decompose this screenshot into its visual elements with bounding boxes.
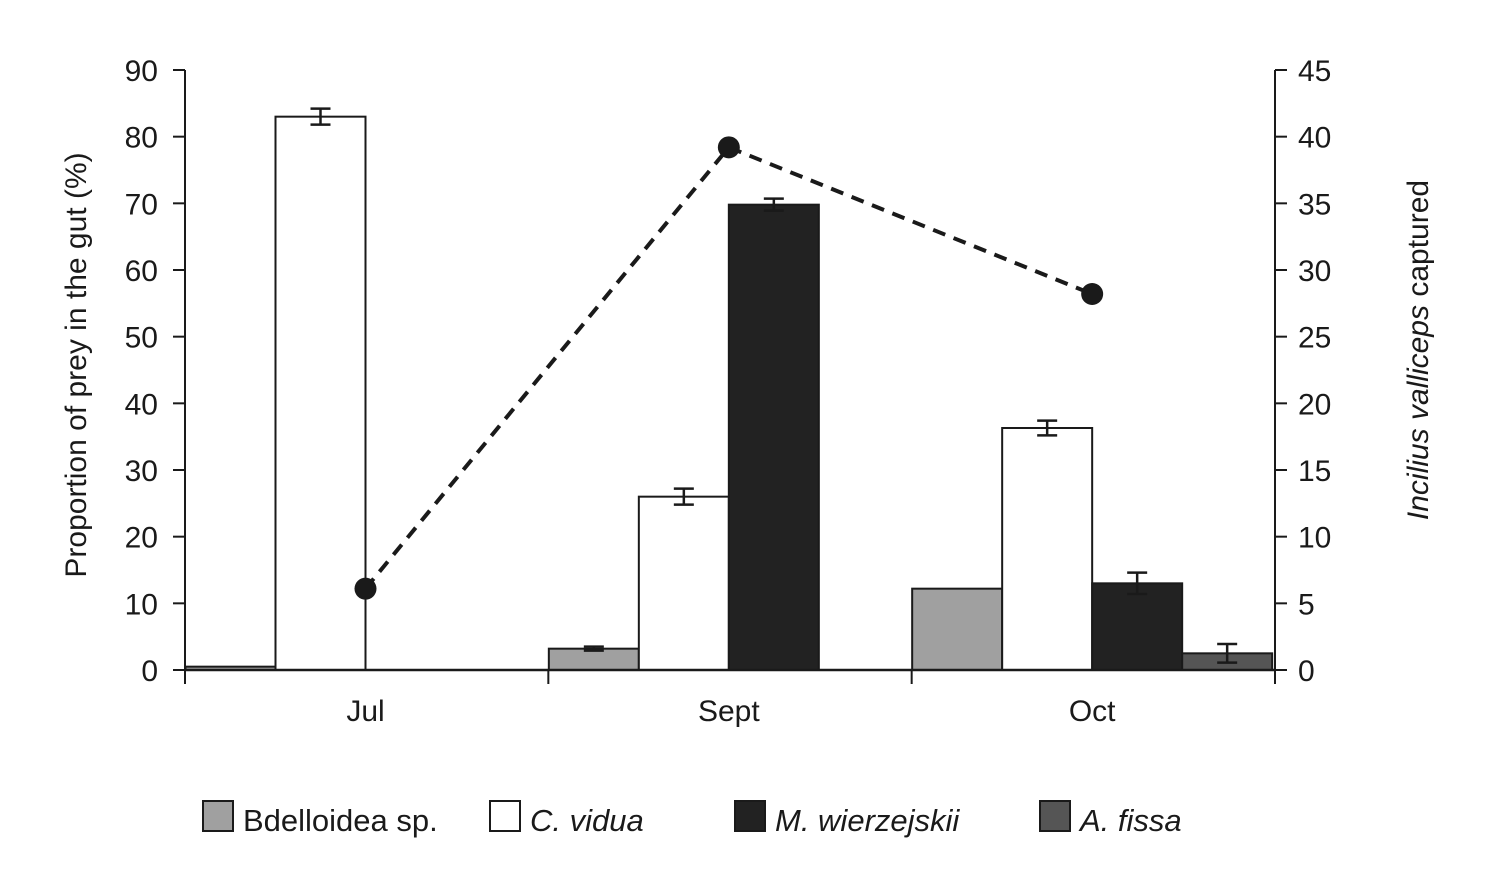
captured-point-jul: [354, 577, 377, 600]
y-right-tick-label: 35: [1298, 188, 1331, 221]
legend-label-4: A. fissa: [1078, 803, 1182, 838]
y-right-tick-label: 0: [1298, 655, 1315, 688]
bar-jul-series-2: [274, 115, 367, 671]
y-right-tick-label: 45: [1298, 55, 1331, 88]
y-left-tick-label: 90: [125, 55, 158, 88]
y-right-tick-label: 40: [1298, 122, 1331, 155]
y-right-tick-label: 30: [1298, 255, 1331, 288]
y-left-tick-label: 0: [141, 655, 158, 688]
x-tick-label-jul: Jul: [346, 695, 384, 728]
y-left-tick-label: 50: [125, 322, 158, 355]
y-left-tick-label: 20: [125, 522, 158, 555]
y-axis-right-title: Incilius valliceps captured: [1402, 180, 1435, 520]
captured-point-oct: [1081, 283, 1104, 305]
bar-sept-series-3: [727, 203, 820, 672]
legend-swatch-4: [1039, 800, 1071, 832]
legend-swatch-3: [734, 800, 766, 832]
bar-oct-series-3: [1091, 582, 1184, 671]
y-right-tick-label: 15: [1298, 455, 1331, 488]
x-tick-label-oct: Oct: [1069, 695, 1116, 728]
x-tick-label-sept: Sept: [698, 695, 760, 728]
legend-label-3: M. wierzejskii: [775, 803, 960, 838]
legend: Bdelloidea sp. C. vidua M. wierzejskii A. f…: [202, 800, 1182, 838]
y-axis-right-title-species: Incilius valliceps: [1402, 305, 1435, 520]
y-right-tick-label: 25: [1298, 322, 1331, 355]
plot-area: [184, 107, 1274, 672]
legend-swatch-2: [489, 800, 521, 832]
y-left-tick-label: 60: [125, 255, 158, 288]
y-right-tick-label: 10: [1298, 522, 1331, 555]
y-axis-left-title: Proportion of prey in the gut (%): [60, 152, 93, 577]
y-left-tick-label: 30: [125, 455, 158, 488]
bar-oct-series-2: [1001, 427, 1094, 671]
captured-point-sept: [717, 136, 740, 159]
legend-label-1: Bdelloidea sp.: [243, 803, 438, 838]
y-left-tick-label: 80: [125, 122, 158, 155]
y-right-tick-label: 5: [1298, 588, 1315, 621]
bar-oct-series-1: [911, 587, 1004, 672]
bar-sept-series-2: [637, 495, 730, 671]
y-left-tick-label: 70: [125, 188, 158, 221]
y-left-tick-label: 10: [125, 588, 158, 621]
y-axis-right-title-suffix: captured: [1402, 180, 1435, 305]
legend-label-2: C. vidua: [530, 803, 644, 838]
y-right-tick-label: 20: [1298, 388, 1331, 421]
axes: 0 10 20 30 40 50 60 70 80 90 0 5 10 15 20 25 30 35 40 45 Jul…: [125, 55, 1332, 728]
legend-swatch-1: [202, 800, 234, 832]
y-left-tick-label: 40: [125, 388, 158, 421]
